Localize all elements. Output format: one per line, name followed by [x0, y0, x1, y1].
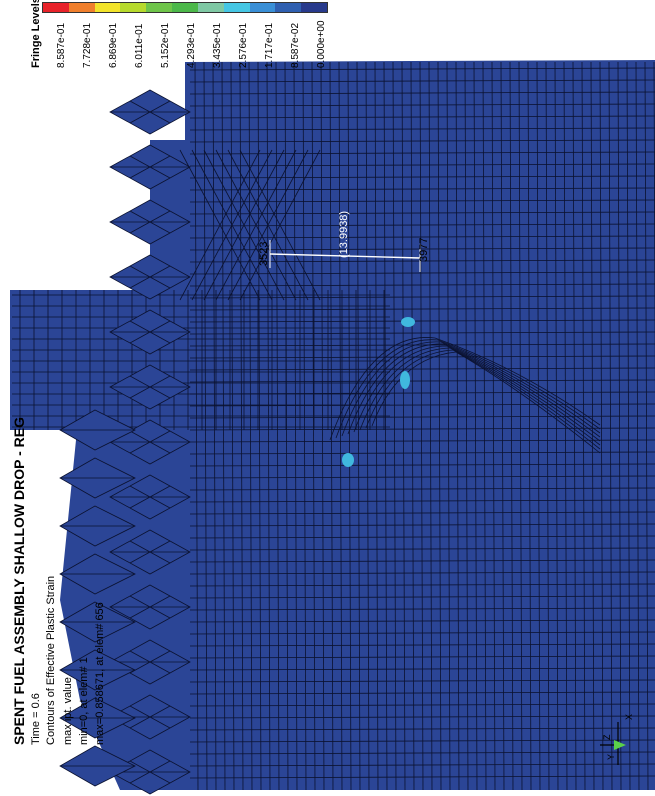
node-label-left: 3523 [258, 241, 270, 266]
legend-level-label: 6.011e-01 [134, 23, 145, 68]
legend-swatch [120, 3, 147, 12]
legend-level-label: 3.435e-01 [212, 22, 223, 68]
strain-hotspot [401, 317, 415, 327]
legend-level-label: 1.717e-01 [264, 22, 275, 68]
legend-level-label: 4.293e-01 [186, 22, 197, 68]
legend-swatch [223, 3, 250, 12]
node-label-right: 3977 [418, 237, 430, 262]
legend-swatch [249, 3, 276, 12]
triad-y-label: Y [606, 753, 616, 760]
triad-marker [614, 740, 626, 750]
triad-x-label: X [624, 713, 634, 720]
legend-level-label: 5.152e-01 [160, 22, 171, 68]
time-readout: Time = 0.6 [30, 693, 42, 745]
legend-level-label: 7.728e-01 [82, 22, 93, 68]
strain-hotspot [400, 371, 410, 389]
min-readout: min=0, at elem# 1 [78, 657, 90, 745]
strain-hotspot [342, 453, 354, 467]
fringe-legend-colorbar [42, 2, 328, 13]
legend-swatch [197, 3, 224, 12]
legend-level-label: 2.576e-01 [238, 22, 249, 68]
legend-swatch [275, 3, 302, 12]
max-readout: max=0.858671, at elem# 656 [94, 602, 106, 745]
dimension-line [269, 253, 421, 259]
legend-swatch [43, 3, 69, 12]
legend-swatch [68, 3, 95, 12]
contour-variable: Contours of Effective Plastic Strain [45, 575, 57, 745]
legend-swatch [301, 3, 327, 12]
value-type: max ipt. value [62, 677, 74, 745]
legend-level-label: 0.000e+00 [316, 20, 327, 68]
legend-swatch [94, 3, 121, 12]
fringe-levels-heading: Fringe Levels [30, 0, 42, 68]
triad-z-label: Z [602, 734, 612, 741]
impact-beam [10, 290, 390, 430]
legend-level-label: 6.869e-01 [108, 22, 119, 68]
legend-swatch [172, 3, 198, 12]
legend-level-label: 8.587e-02 [290, 22, 301, 68]
dimension-label: (13.9938) [338, 210, 350, 258]
legend-level-label: 8.587e-01 [56, 22, 67, 68]
plot-title: SPENT FUEL ASSEMBLY SHALLOW DROP - REG [11, 416, 27, 745]
legend-swatch [146, 3, 173, 12]
